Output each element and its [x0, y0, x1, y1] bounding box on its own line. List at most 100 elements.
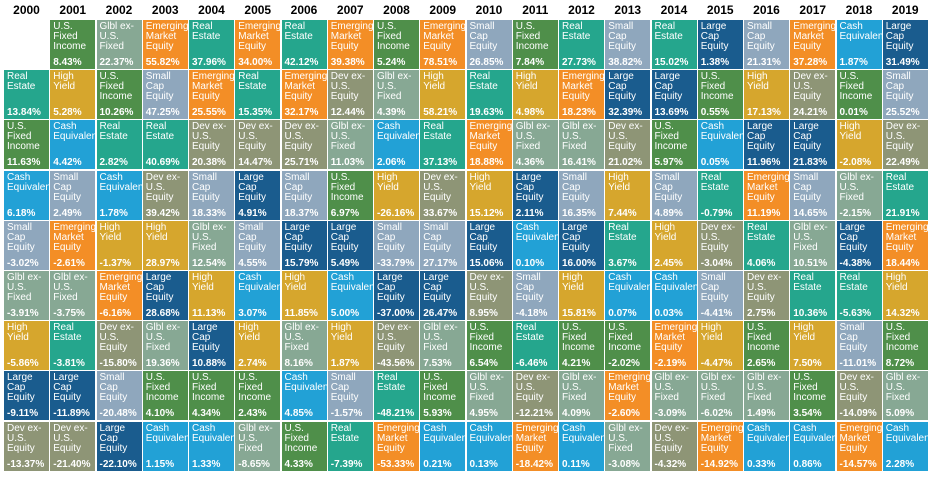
return-value: 5.49%: [330, 257, 360, 269]
year-header: 2003: [151, 3, 179, 17]
asset-class-cell: Cash Equivalent 2.06%: [374, 120, 419, 170]
asset-class-cell: Real Estate -7.39%: [327, 421, 373, 471]
asset-class-label: Dev ex- U.S. Equity: [99, 322, 134, 354]
asset-class-label: Small Cap Equity: [515, 272, 544, 303]
asset-class-cell: Emerging Market Equity 11.19%: [744, 170, 789, 220]
asset-class-label: Small Cap Equity: [654, 171, 683, 203]
asset-class-label: Emerging Market Equity: [145, 21, 188, 52]
asset-class-label: Cash Equivalent: [469, 422, 512, 444]
return-value: 37.96%: [192, 57, 226, 68]
asset-class-label: Large Cap Equity: [99, 422, 128, 454]
asset-class-cell: Real Estate 42.12%: [281, 20, 327, 69]
asset-class-label: Dev ex- U.S. Equity: [7, 422, 42, 454]
asset-class-cell: Dev ex- U.S. Equity 21.02%: [605, 120, 651, 170]
asset-class-cell: U.S. Fixed Income 4.10%: [142, 371, 188, 421]
asset-class-label: Real Estate: [99, 121, 128, 143]
asset-class-cell: Dev ex- U.S. Equity -3.04%: [697, 220, 743, 270]
return-value: 2.45%: [654, 257, 683, 269]
asset-class-cell: Emerging Market Equity 18.23%: [559, 70, 604, 120]
asset-class-label: Cash Equivalent: [793, 422, 836, 444]
asset-class-cell: Small Cap Equity 26.85%: [466, 20, 512, 69]
asset-class-cell: U.S. Fixed Income 2.43%: [235, 371, 281, 421]
asset-class-label: High Yield: [515, 71, 538, 93]
asset-class-label: Small Cap Equity: [885, 71, 914, 103]
return-value: -2.02%: [608, 358, 640, 370]
year-header: 2017: [799, 3, 827, 17]
return-value: 32.17%: [284, 107, 319, 119]
return-value: 19.63%: [469, 107, 504, 119]
asset-class-cell: Emerging Market Equity 32.17%: [281, 70, 327, 120]
return-value: 19.36%: [145, 358, 180, 370]
asset-class-label: Emerging Market Equity: [284, 71, 327, 103]
return-value: -4.18%: [515, 308, 548, 319]
asset-class-cell: Emerging Market Equity 39.38%: [327, 20, 373, 69]
asset-class-label: Real Estate: [700, 171, 730, 193]
asset-class-label: Cash Equivalent: [284, 372, 327, 394]
asset-class-label: Glbl ex- U.S. Fixed: [99, 21, 134, 52]
asset-class-cell: Real Estate 2.82%: [96, 120, 142, 170]
return-value: 5.97%: [654, 157, 683, 169]
asset-class-cell: Emerging Market Equity -53.33%: [374, 421, 419, 471]
asset-class-label: High Yield: [99, 221, 122, 243]
asset-class-cell: Dev ex- U.S. Equity -15.80%: [96, 321, 142, 371]
return-value: -3.81%: [53, 358, 85, 370]
asset-class-label: Emerging Market Equity: [423, 21, 466, 52]
return-value: 5.28%: [53, 107, 82, 119]
asset-class-cell: Large Cap Equity 28.68%: [142, 271, 188, 320]
asset-class-label: Real Estate: [839, 272, 868, 293]
asset-class-cell: Large Cap Equity 26.47%: [420, 271, 466, 320]
asset-class-cell: High Yield 2.74%: [235, 321, 281, 371]
asset-class-label: U.S. Fixed Income: [793, 372, 827, 404]
asset-class-cell: Small Cap Equity 4.55%: [235, 220, 281, 270]
return-value: 2.06%: [377, 157, 406, 169]
return-value: -43.56%: [377, 358, 415, 370]
asset-class-label: High Yield: [885, 272, 908, 293]
asset-class-cell: Dev ex- U.S. Equity 33.67%: [420, 170, 466, 220]
return-value: 5.00%: [330, 308, 360, 319]
asset-class-cell: Large Cap Equity -4.38%: [836, 220, 882, 270]
asset-class-label: Glbl ex- U.S. Fixed: [330, 121, 366, 153]
return-value: 33.67%: [423, 207, 458, 219]
return-value: -11.01%: [839, 358, 877, 370]
return-value: 21.83%: [793, 157, 828, 169]
asset-class-cell: Glbl ex- U.S. Fixed 1.49%: [744, 371, 789, 421]
return-value: 2.65%: [747, 358, 776, 370]
return-value: 27.17%: [423, 257, 458, 269]
asset-class-label: Glbl ex- U.S. Fixed: [7, 272, 42, 303]
return-value: -3.08%: [608, 458, 640, 470]
asset-class-label: Emerging Market Equity: [885, 221, 928, 253]
asset-class-label: U.S. Fixed Income: [377, 21, 410, 52]
return-value: 3.54%: [793, 408, 822, 420]
return-value: 4.06%: [747, 257, 776, 269]
asset-class-cell: Dev ex- U.S. Equity 14.47%: [235, 120, 281, 170]
asset-class-label: Large Cap Equity: [562, 221, 590, 253]
asset-class-cell: Cash Equivalent 0.13%: [466, 421, 512, 471]
asset-class-cell: Cash Equivalent 0.05%: [697, 120, 743, 170]
asset-class-label: High Yield: [238, 322, 261, 344]
asset-class-label: High Yield: [562, 272, 584, 293]
asset-class-label: Emerging Market Equity: [608, 372, 651, 404]
asset-class-label: Large Cap Equity: [469, 221, 498, 253]
asset-class-label: Glbl ex- U.S. Fixed: [747, 372, 782, 404]
year-header: 2010: [475, 3, 503, 17]
asset-class-cell: U.S. Fixed Income 4.21%: [559, 321, 604, 371]
asset-class-label: Emerging Market Equity: [562, 71, 604, 103]
asset-class-cell: Emerging Market Equity -18.42%: [512, 421, 558, 471]
asset-class-label: Cash Equivalent: [747, 422, 789, 444]
asset-class-label: Small Cap Equity: [53, 171, 82, 203]
return-value: 39.38%: [330, 57, 365, 68]
asset-class-cell: Glbl ex- U.S. Fixed 19.36%: [142, 321, 188, 371]
asset-class-label: Emerging Market Equity: [654, 322, 697, 354]
return-value: -6.16%: [99, 308, 132, 319]
return-value: -6.46%: [515, 358, 548, 370]
return-value: 2.28%: [885, 458, 915, 470]
asset-class-label: Glbl ex- U.S. Fixed: [377, 71, 412, 103]
asset-class-cell: High Yield -26.16%: [374, 170, 419, 220]
asset-class-cell: Glbl ex- U.S. Fixed 5.09%: [882, 371, 928, 421]
asset-class-cell: Small Cap Equity -20.48%: [96, 371, 142, 421]
asset-class-cell: Cash Equivalent 3.07%: [235, 271, 281, 320]
year-header: 2009: [429, 3, 457, 17]
asset-class-label: U.S. Fixed Income: [839, 71, 873, 103]
asset-class-cell: U.S. Fixed Income 7.84%: [512, 20, 558, 69]
asset-class-label: Dev ex- U.S. Equity: [793, 71, 828, 103]
